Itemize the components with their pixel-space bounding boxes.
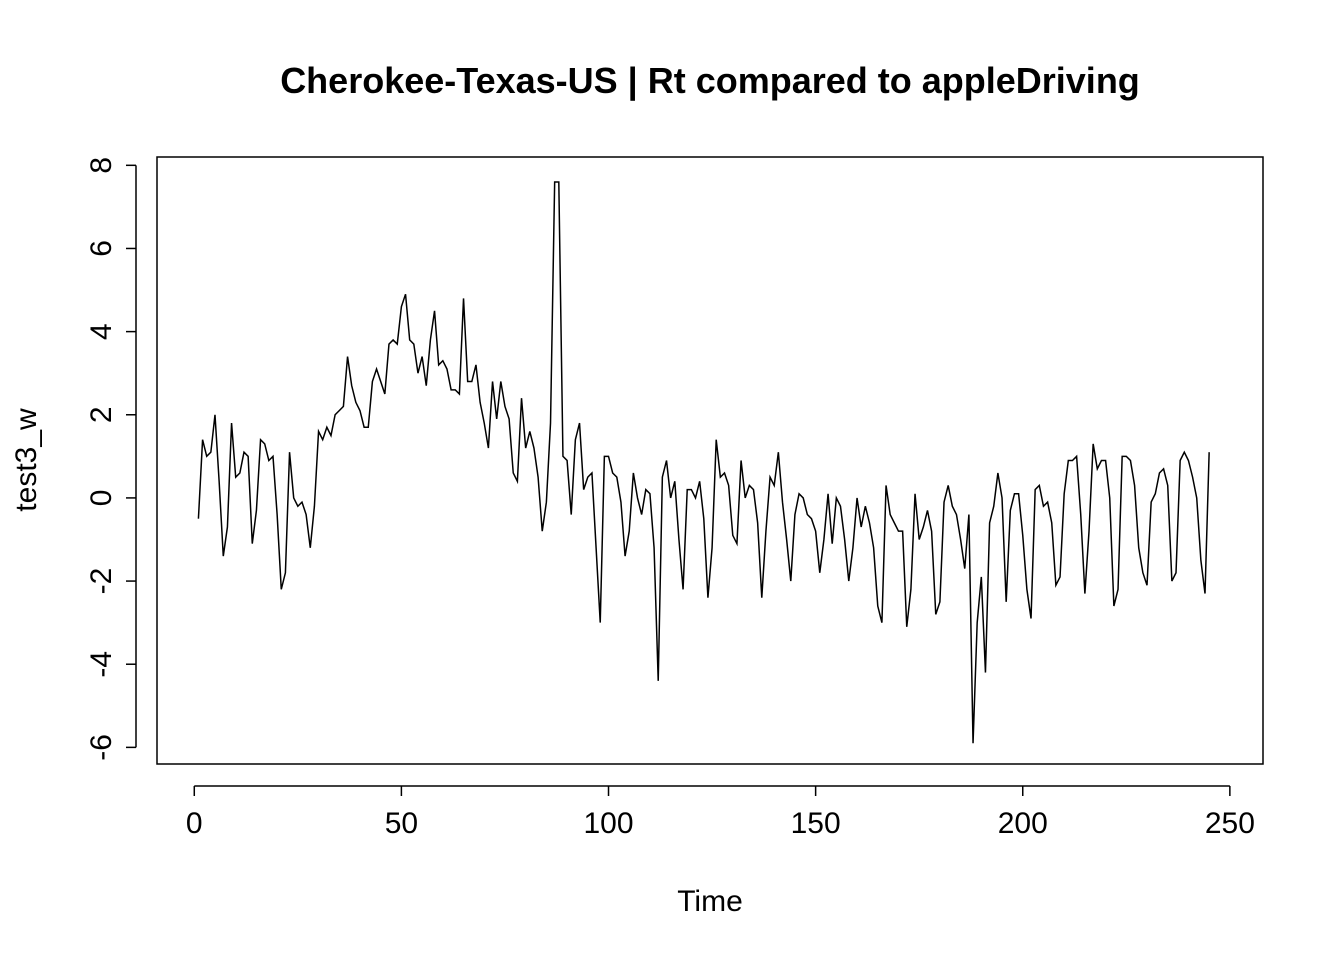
series-line: [198, 182, 1209, 743]
y-tick-label: 6: [85, 240, 118, 257]
x-axis-title: Time: [677, 885, 743, 918]
chart-title: Cherokee-Texas-US | Rt compared to apple…: [280, 60, 1140, 102]
y-tick-label: -2: [85, 568, 118, 595]
y-axis-title: test3_w: [10, 408, 43, 512]
x-tick-label: 150: [791, 807, 841, 840]
y-axis: -6 -4 -2 0 2 4 6 8: [85, 157, 136, 761]
y-tick-label: 4: [85, 323, 118, 340]
x-tick-label: 200: [998, 807, 1048, 840]
y-tick-label: 8: [85, 157, 118, 174]
x-tick-label: 250: [1205, 807, 1255, 840]
x-axis: 0 50 100 150 200 250: [186, 786, 1255, 840]
x-tick-label: 50: [385, 807, 418, 840]
plot-box: [157, 157, 1263, 764]
y-tick-label: -6: [85, 734, 118, 761]
x-tick-label: 0: [186, 807, 203, 840]
y-tick-label: 0: [85, 490, 118, 507]
y-tick-label: -4: [85, 651, 118, 678]
y-tick-label: 2: [85, 406, 118, 423]
x-tick-label: 100: [583, 807, 633, 840]
